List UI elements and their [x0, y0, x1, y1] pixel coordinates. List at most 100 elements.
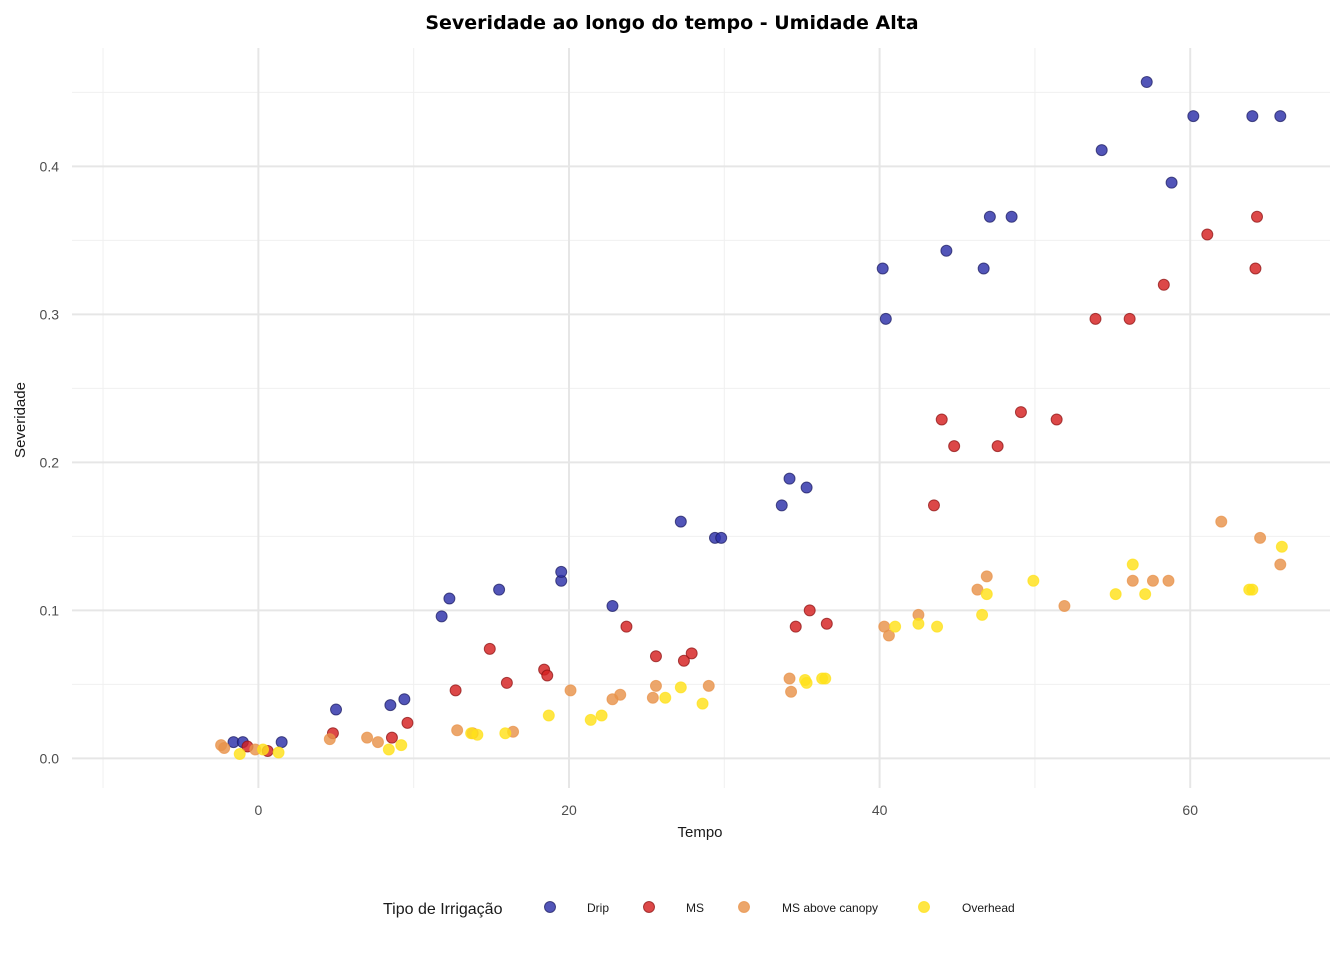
- data-point: [977, 262, 990, 275]
- data-point: [435, 610, 448, 623]
- legend: Tipo de Irrigação Drip MS MS above canopy O…: [383, 901, 1015, 918]
- data-point: [606, 599, 619, 612]
- data-point: [775, 499, 788, 512]
- data-point: [483, 642, 496, 655]
- data-point: [564, 684, 577, 697]
- data-point: [275, 736, 288, 749]
- data-point: [555, 565, 568, 578]
- data-point: [1201, 228, 1214, 241]
- data-point: [715, 531, 728, 544]
- data-point: [1139, 588, 1152, 601]
- data-point: [927, 499, 940, 512]
- data-point: [1274, 558, 1287, 571]
- minor-gridlines: [72, 48, 1330, 788]
- legend-key: [643, 901, 655, 913]
- data-point: [398, 693, 411, 706]
- legend-label: Overhead: [962, 901, 1015, 915]
- legend-label: MS above canopy: [782, 901, 878, 915]
- data-point: [384, 699, 397, 712]
- data-point: [1027, 574, 1040, 587]
- data-point: [595, 709, 608, 722]
- x-tick-label: 40: [872, 802, 888, 818]
- data-point: [1058, 599, 1071, 612]
- data-point: [702, 679, 715, 692]
- data-point: [674, 515, 687, 528]
- data-point: [800, 481, 813, 494]
- data-point: [1275, 540, 1288, 553]
- data-point: [912, 617, 925, 630]
- data-point: [876, 262, 889, 275]
- legend-key: [544, 901, 556, 913]
- data-point: [1157, 278, 1170, 291]
- data-point: [1254, 531, 1267, 544]
- data-point: [493, 583, 506, 596]
- legend-label: MS: [686, 901, 704, 915]
- data-point: [499, 727, 512, 740]
- data-point: [1095, 144, 1108, 157]
- x-tick-label: 20: [561, 802, 577, 818]
- data-point: [674, 681, 687, 694]
- data-point: [401, 716, 414, 729]
- data-point: [323, 733, 336, 746]
- data-point: [330, 703, 343, 716]
- x-axis-tick-labels: 0 20 40 60: [254, 802, 1198, 818]
- data-point: [500, 676, 513, 689]
- data-point: [800, 676, 813, 689]
- data-point: [1274, 110, 1287, 123]
- data-point: [935, 413, 948, 426]
- major-gridlines: [72, 48, 1330, 788]
- data-point: [443, 592, 456, 605]
- data-point: [233, 747, 246, 760]
- data-point: [948, 440, 961, 453]
- data-point: [783, 472, 796, 485]
- data-point: [385, 731, 398, 744]
- data-point: [649, 650, 662, 663]
- data-point: [677, 654, 690, 667]
- data-point: [449, 684, 462, 697]
- chart-title: Severidade ao longo do tempo - Umidade A…: [425, 12, 918, 34]
- legend-key: [738, 901, 750, 913]
- y-tick-label: 0.2: [40, 454, 60, 470]
- legend-title: Tipo de Irrigação: [383, 901, 503, 918]
- data-point: [803, 604, 816, 617]
- data-point: [614, 688, 627, 701]
- y-tick-label: 0.4: [40, 158, 60, 174]
- data-point: [541, 669, 554, 682]
- data-point: [1014, 406, 1027, 419]
- data-point: [1089, 312, 1102, 325]
- data-point: [1246, 110, 1259, 123]
- data-point: [983, 210, 996, 223]
- data-point: [1123, 312, 1136, 325]
- data-point: [1005, 210, 1018, 223]
- data-point: [646, 691, 659, 704]
- data-point: [584, 713, 597, 726]
- data-point: [382, 743, 395, 756]
- y-tick-label: 0.0: [40, 750, 60, 766]
- data-point: [1126, 574, 1139, 587]
- data-point: [976, 608, 989, 621]
- data-point: [1187, 110, 1200, 123]
- data-point: [882, 629, 895, 642]
- data-point: [940, 244, 953, 257]
- data-point: [542, 709, 555, 722]
- data-point: [471, 728, 484, 741]
- data-point: [889, 620, 902, 633]
- data-point: [785, 685, 798, 698]
- y-axis-title: Severidade: [12, 382, 29, 458]
- data-point: [820, 617, 833, 630]
- legend-key: [918, 901, 930, 913]
- y-axis-tick-labels: 0.0 0.1 0.2 0.3 0.4: [40, 158, 60, 766]
- data-point: [1126, 558, 1139, 571]
- data-point: [789, 620, 802, 633]
- data-point: [361, 731, 374, 744]
- data-point: [980, 588, 993, 601]
- data-point: [819, 672, 832, 685]
- data-point: [1146, 574, 1159, 587]
- x-tick-label: 60: [1182, 802, 1198, 818]
- data-point: [620, 620, 633, 633]
- data-point: [649, 679, 662, 692]
- data-point: [1251, 210, 1264, 223]
- data-point: [783, 672, 796, 685]
